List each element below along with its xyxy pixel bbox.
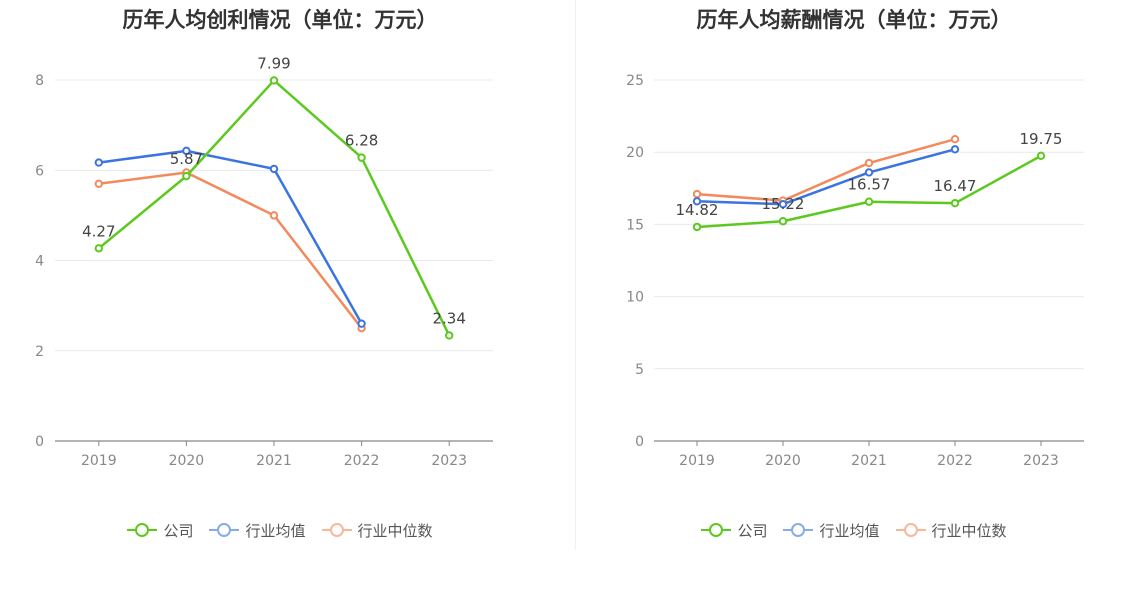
y-tick-label: 5: [635, 362, 644, 378]
data-point: [950, 145, 960, 154]
data-point: [1036, 151, 1046, 161]
legend-swatch-icon: [209, 523, 240, 537]
legend-label: 行业中位数: [931, 521, 1007, 540]
panel-divider: [575, 0, 576, 550]
salary-chart-panel: 历年人均薪酬情况（单位：万元） 0 5 10 15 20 25 2019 2020 2021 20…: [574, 0, 1148, 589]
chart-legend: 公司 行业均值 行业中位数: [0, 518, 560, 542]
data-point: [269, 164, 279, 174]
legend-item-industry-mean[interactable]: 行业均值: [783, 520, 880, 541]
legend-label: 行业均值: [819, 521, 880, 540]
data-label: 5.87: [170, 150, 203, 168]
legend-item-industry-median[interactable]: 行业中位数: [895, 520, 1007, 541]
legend-item-industry-median[interactable]: 行业中位数: [321, 520, 433, 541]
legend-swatch-icon: [783, 523, 814, 537]
data-point: [950, 135, 960, 144]
data-point: [692, 222, 702, 232]
x-tick-label: 2021: [851, 453, 887, 469]
legend-swatch-icon: [127, 523, 158, 537]
y-tick-label: 20: [626, 145, 644, 161]
legend-item-company[interactable]: 公司: [127, 520, 193, 541]
legend-item-industry-mean[interactable]: 行业均值: [209, 520, 306, 541]
profit-chart-plot: 0 2 4 6 8 2019 2020 2021 2022 2023 4.27 5.87 7.99 6.2…: [35, 54, 493, 469]
data-label: 14.82: [676, 201, 719, 219]
series-line: [696, 137, 956, 202]
y-tick-label: 25: [626, 73, 644, 89]
chart-title: 历年人均薪酬情况（单位：万元）: [696, 8, 1012, 32]
y-tick-label: 6: [35, 163, 44, 179]
data-label: 16.47: [934, 177, 977, 195]
data-point: [692, 197, 702, 206]
x-tick-label: 2020: [765, 453, 801, 469]
data-point: [94, 158, 104, 167]
data-point: [182, 146, 191, 156]
data-point: [182, 171, 191, 181]
data-point: [778, 199, 788, 209]
y-tick-label: 0: [635, 434, 644, 450]
y-tick-label: 2: [35, 344, 44, 360]
legend-item-company[interactable]: 公司: [701, 520, 767, 541]
data-point: [778, 217, 788, 226]
legend-swatch-icon: [321, 523, 352, 537]
legend-swatch-icon: [701, 523, 732, 537]
data-point: [357, 153, 366, 162]
legend-label: 行业中位数: [357, 521, 433, 540]
data-point: [269, 211, 279, 220]
data-point: [269, 76, 279, 85]
data-point: [864, 168, 874, 177]
legend-label: 公司: [163, 521, 194, 540]
y-tick-label: 10: [626, 290, 644, 306]
profit-chart-panel: 历年人均创利情况（单位：万元） 0 2 4 6 8 2019 2020 2021 2022 202…: [0, 8, 560, 542]
data-label: 19.75: [1020, 130, 1063, 148]
series-line: [696, 148, 956, 206]
data-label: 16.57: [848, 176, 891, 194]
data-point: [692, 189, 702, 199]
chart-legend: 公司 行业均值 行业中位数: [574, 518, 1134, 542]
data-point: [357, 319, 366, 328]
x-tick-label: 2019: [81, 453, 117, 469]
data-label: 4.27: [82, 222, 115, 240]
salary-chart-plot: 0 5 10 15 20 25 2019 2020 2021 2022 2023 14.82 15.22…: [626, 73, 1084, 469]
x-tick-label: 2020: [169, 453, 205, 469]
series-line: [98, 79, 451, 336]
data-point: [950, 198, 960, 208]
legend-swatch-icon: [895, 523, 926, 537]
series-line: [98, 171, 363, 329]
legend-label: 公司: [737, 521, 768, 540]
chart-title: 历年人均创利情况（单位：万元）: [122, 8, 438, 32]
data-label: 2.34: [432, 309, 465, 327]
y-tick-label: 4: [35, 254, 44, 270]
data-point: [94, 179, 104, 188]
y-tick-label: 15: [626, 217, 644, 233]
data-point: [445, 331, 454, 340]
x-tick-label: 2023: [1023, 453, 1059, 469]
data-point: [864, 197, 874, 206]
data-label: 6.28: [345, 132, 378, 150]
data-point: [864, 158, 874, 168]
y-tick-label: 8: [35, 73, 44, 89]
y-tick-label: 0: [35, 434, 44, 450]
x-tick-label: 2019: [679, 453, 715, 469]
x-tick-label: 2021: [256, 453, 292, 469]
x-tick-label: 2022: [937, 453, 973, 469]
data-label: 15.22: [762, 195, 805, 213]
x-tick-label: 2023: [431, 453, 467, 469]
series-line: [98, 149, 363, 325]
data-label: 7.99: [257, 54, 290, 72]
legend-label: 行业均值: [245, 521, 306, 540]
data-point: [94, 244, 104, 253]
x-tick-label: 2022: [344, 453, 380, 469]
